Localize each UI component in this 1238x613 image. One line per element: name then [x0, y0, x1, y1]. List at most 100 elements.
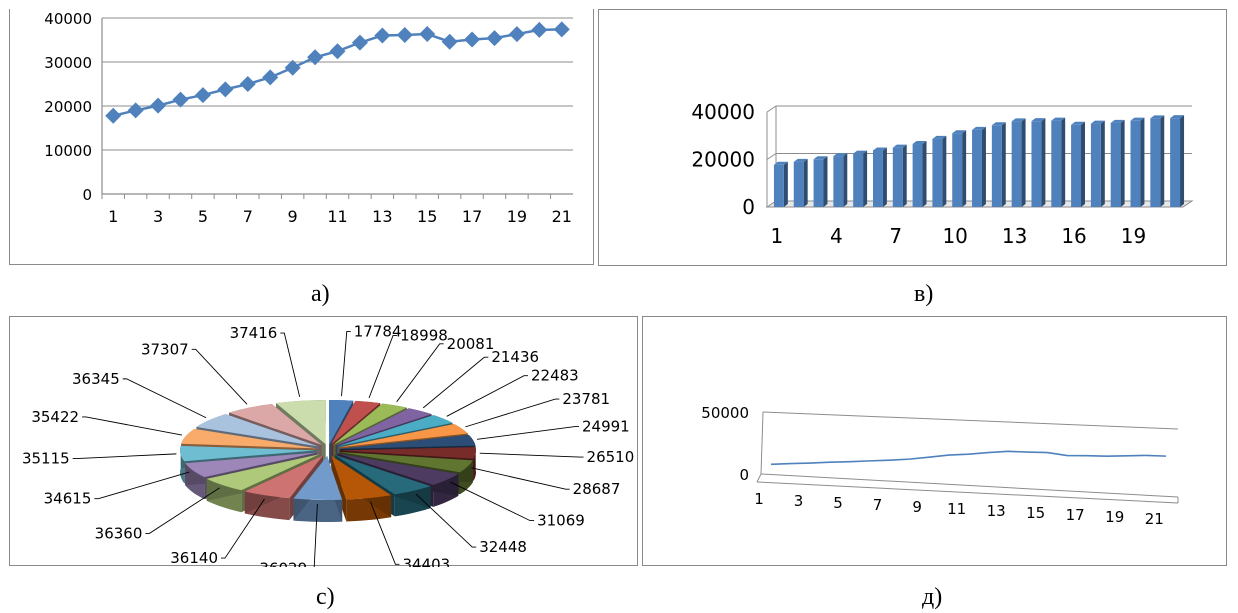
- gridline-diag: [766, 153, 777, 160]
- x-tick-label: 19: [1121, 224, 1146, 248]
- bar-side: [981, 126, 986, 207]
- bar-top: [853, 150, 868, 154]
- pie-slice: [339, 447, 476, 459]
- bar: [1110, 122, 1121, 207]
- y-tick-label: 30000: [44, 54, 92, 72]
- data-point: [307, 49, 324, 66]
- x-tick-label: 7: [873, 496, 883, 514]
- pie-slice: [339, 434, 476, 449]
- data-point: [553, 21, 570, 38]
- leader-line: [369, 501, 400, 565]
- leader-line: [72, 453, 177, 460]
- series-line: [770, 450, 1167, 466]
- data-label: 34403: [402, 555, 450, 567]
- data-point: [284, 59, 301, 76]
- bar-top: [773, 161, 788, 165]
- bar: [932, 138, 943, 207]
- pie-slice: [293, 455, 343, 500]
- y-axis: [760, 411, 764, 475]
- bar-side: [823, 156, 828, 207]
- data-point: [464, 31, 481, 48]
- pie-slice: [334, 454, 431, 495]
- x-tick-label: 15: [417, 207, 437, 226]
- x-tick-label: 13: [1002, 224, 1027, 248]
- data-point: [396, 26, 413, 43]
- x-tick-label: 1: [108, 207, 118, 226]
- chart-d-panel: 0 50000 1 3 5 7 9 11 13 15 17 19 21: [642, 316, 1227, 566]
- bar-top: [813, 156, 828, 160]
- pie-slice: [244, 455, 323, 499]
- data-point: [329, 43, 346, 60]
- pie-slice: [335, 408, 432, 446]
- leader-line: [94, 471, 190, 500]
- x-tick-label: 13: [372, 207, 392, 226]
- data-label: 36360: [95, 524, 143, 542]
- data-label: 34615: [44, 490, 92, 508]
- bar-top: [912, 141, 927, 145]
- bar-top: [1051, 117, 1066, 121]
- bar-side: [922, 141, 927, 207]
- pie-slice: [331, 400, 381, 445]
- pie-slice: [181, 428, 317, 449]
- y-tick-label: 20000: [44, 98, 92, 116]
- data-label: 26510: [587, 448, 635, 466]
- pie-slice: [331, 455, 392, 500]
- bar: [1071, 124, 1081, 207]
- leader-line: [476, 426, 579, 440]
- data-label: 35115: [22, 450, 70, 468]
- bar-side: [1041, 118, 1046, 207]
- bar: [873, 150, 883, 207]
- data-label: 17784: [354, 322, 402, 340]
- data-point: [150, 97, 167, 114]
- y-tick-label: 0: [82, 186, 92, 204]
- pie-slice: [337, 453, 459, 485]
- gridline-top: [762, 411, 1179, 430]
- leader-line: [313, 503, 318, 567]
- data-label: 36345: [72, 370, 120, 388]
- data-label: 22483: [531, 367, 579, 385]
- x-tick-label: 21: [552, 207, 572, 226]
- bar-top: [793, 158, 808, 162]
- leader-line: [446, 375, 529, 417]
- bar-side: [1001, 122, 1006, 207]
- x-tick-label: 4: [830, 224, 843, 248]
- x-axis: [756, 481, 1179, 504]
- data-label: 37416: [230, 324, 278, 342]
- bar: [1031, 121, 1042, 207]
- pie-slice: [339, 451, 473, 473]
- bar: [1130, 120, 1141, 207]
- bar-side: [1061, 117, 1066, 207]
- y-tick-label: 40000: [691, 100, 755, 124]
- data-point: [508, 26, 525, 43]
- leader-line: [479, 452, 584, 458]
- bar-side: [1081, 121, 1085, 207]
- data-point: [105, 107, 122, 124]
- caption-b: в): [914, 281, 934, 307]
- bar-top: [1150, 115, 1165, 119]
- x-tick-label: 16: [1061, 224, 1086, 248]
- bar: [793, 161, 804, 207]
- bar: [1170, 118, 1181, 207]
- bar-side: [803, 158, 808, 207]
- x-tick-label: 3: [794, 492, 804, 510]
- data-point: [262, 69, 279, 86]
- chart-b-svg: 0 20000 40000 1 4 7 10 13 16 19: [691, 100, 1194, 248]
- bar-side: [1120, 119, 1125, 207]
- bar: [833, 156, 844, 207]
- caption-a: а): [311, 281, 330, 307]
- floor-side: [756, 473, 762, 483]
- y-tick-label: 50000: [701, 404, 749, 422]
- bar-top: [952, 130, 967, 134]
- leader-line: [465, 398, 560, 428]
- data-point: [486, 30, 503, 47]
- bar-top: [1031, 118, 1046, 122]
- pie-slice: [275, 400, 326, 445]
- pie-slice: [206, 454, 320, 491]
- data-point: [194, 87, 211, 104]
- data-point: [531, 21, 548, 38]
- bar-side: [1180, 115, 1185, 207]
- bar: [991, 125, 1002, 207]
- bar-side: [843, 153, 848, 207]
